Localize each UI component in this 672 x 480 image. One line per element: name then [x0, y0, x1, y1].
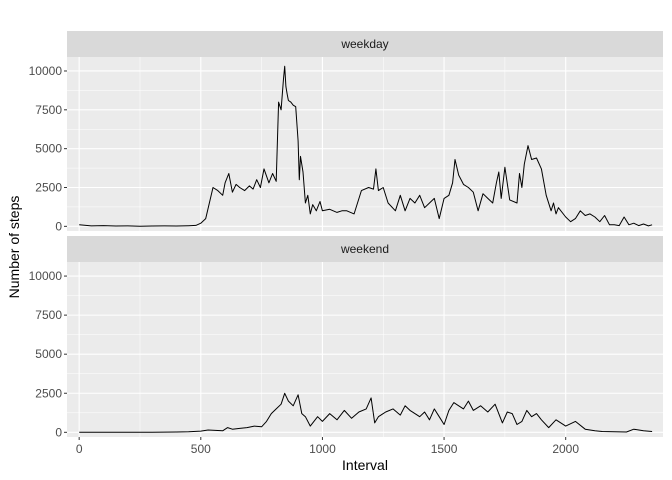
series-line-weekend — [79, 392, 653, 433]
y-tick-label: 7500 — [35, 103, 62, 117]
facet-strip-label: weekend — [340, 242, 389, 256]
x-tick-label: 500 — [191, 442, 211, 456]
facet-weekend: weekend 0 2500 5000 7500 10000 — [29, 236, 663, 439]
y-tick-label: 7500 — [35, 308, 62, 322]
x-tick-label: 1000 — [309, 442, 336, 456]
x-tick-label: 0 — [76, 442, 83, 456]
x-axis-title: Interval — [342, 457, 388, 473]
y-tick-label: 0 — [55, 219, 62, 233]
y-tick-label: 5000 — [35, 347, 62, 361]
y-tick-label: 2500 — [35, 181, 62, 195]
y-tick-label: 10000 — [29, 269, 63, 283]
facets-layer: weekday 0 2500 5000 7500 10000 weekend 0 2500 500… — [29, 31, 663, 439]
facet-weekday: weekday 0 2500 5000 7500 10000 — [29, 31, 663, 233]
y-tick-label: 10000 — [29, 64, 63, 78]
facet-panel — [67, 262, 663, 437]
y-tick-label: 5000 — [35, 142, 62, 156]
x-tick-label: 2000 — [552, 442, 579, 456]
facet-strip-label: weekday — [340, 37, 388, 51]
y-tick-label: 0 — [55, 425, 62, 439]
y-axis-title: Number of steps — [6, 196, 22, 299]
series-line-weekday — [79, 65, 653, 227]
facet-panel — [67, 57, 663, 231]
x-tick-label: 1500 — [431, 442, 458, 456]
y-tick-label: 2500 — [35, 386, 62, 400]
facet-strip — [67, 236, 663, 262]
facet-strip — [67, 31, 663, 57]
x-axis: 0 500 1000 1500 2000 — [76, 437, 579, 456]
